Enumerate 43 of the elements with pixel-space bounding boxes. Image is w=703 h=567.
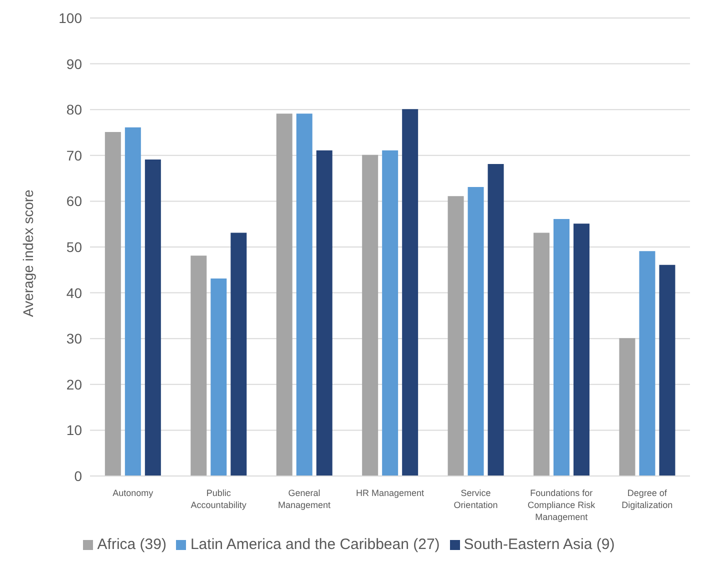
legend-label: Latin America and the Caribbean (27) bbox=[190, 536, 440, 553]
y-tick-label: 40 bbox=[66, 284, 82, 301]
bar bbox=[362, 154, 378, 476]
x-tick-label: Autonomy bbox=[112, 488, 154, 498]
x-tick-label: Foundations for Compliance Risk Management bbox=[528, 488, 596, 522]
y-tick-label: 80 bbox=[66, 102, 82, 118]
bar bbox=[316, 150, 332, 476]
bar bbox=[488, 164, 504, 476]
bar bbox=[574, 224, 590, 476]
bar bbox=[448, 196, 464, 476]
y-tick-label: 20 bbox=[66, 376, 82, 392]
x-tick-label: HR Management bbox=[356, 488, 425, 498]
bar bbox=[210, 278, 227, 476]
x-tick-label: General Management bbox=[278, 488, 332, 510]
y-axis-title: Average index score bbox=[20, 189, 36, 317]
bar bbox=[190, 256, 207, 476]
y-tick-label: 90 bbox=[66, 56, 82, 72]
y-tick-label: 30 bbox=[66, 330, 82, 347]
legend-label: Africa (39) bbox=[97, 536, 166, 553]
bar bbox=[402, 109, 418, 476]
bar bbox=[144, 159, 161, 476]
y-tick-label: 70 bbox=[66, 147, 82, 164]
bar bbox=[468, 186, 484, 476]
bar bbox=[554, 219, 570, 476]
bar bbox=[659, 264, 676, 476]
bar bbox=[639, 251, 656, 476]
y-tick-label: 50 bbox=[66, 238, 82, 255]
bar bbox=[296, 114, 312, 476]
x-tick-label: Service Orientation bbox=[454, 488, 498, 510]
bar bbox=[230, 232, 247, 476]
x-tick-label: Degree of Digitalization bbox=[622, 488, 673, 510]
bar bbox=[276, 114, 292, 476]
bar bbox=[619, 338, 636, 476]
y-tick-label: 60 bbox=[66, 193, 82, 210]
y-tick-label: 10 bbox=[66, 422, 82, 438]
legend-label: South-Eastern Asia (9) bbox=[464, 536, 615, 553]
x-tick-label: Public Accountability bbox=[190, 488, 247, 510]
bar bbox=[534, 232, 550, 476]
y-tick-label: 100 bbox=[58, 10, 82, 26]
bar bbox=[382, 150, 398, 476]
bar bbox=[124, 127, 141, 476]
bar bbox=[104, 132, 121, 476]
y-tick-label: 0 bbox=[74, 468, 82, 484]
